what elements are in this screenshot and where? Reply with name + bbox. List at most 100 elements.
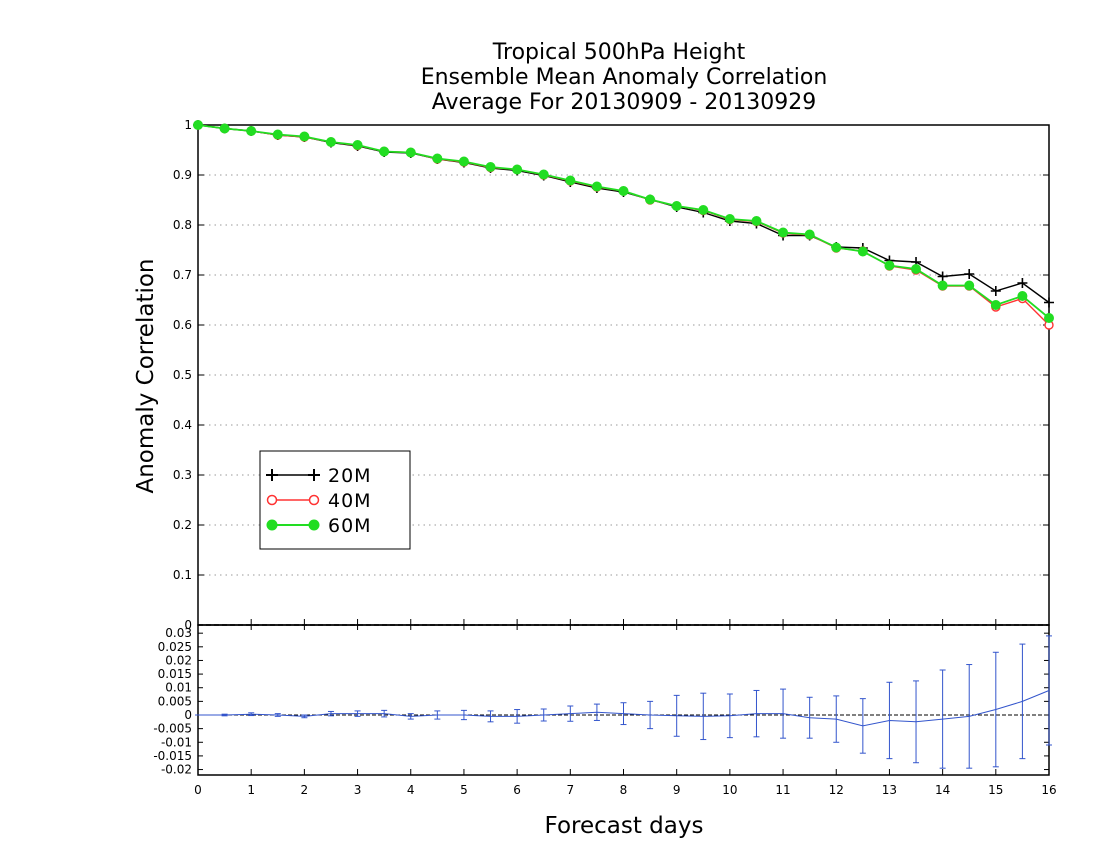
y-tick-label: -0.005 [153, 722, 192, 736]
filled-circle-marker-icon [267, 520, 278, 531]
data-point [645, 195, 655, 205]
data-point [672, 201, 682, 211]
data-point [1017, 278, 1027, 288]
data-point [432, 154, 442, 164]
data-point [964, 281, 974, 291]
data-point [539, 170, 549, 180]
x-tick-label: 15 [988, 783, 1003, 797]
data-point [486, 162, 496, 172]
legend: 20M 40M 60M [260, 451, 410, 549]
filled-circle-marker-icon [309, 520, 320, 531]
series-line [198, 125, 1049, 318]
data-point [193, 120, 203, 130]
open-circle-marker-icon [268, 496, 277, 505]
bottom-panel-frame [198, 625, 1049, 775]
x-tick-label: 12 [829, 783, 844, 797]
y-axis-label: Anomaly Correlation [133, 258, 159, 493]
error-bar [1019, 644, 1025, 759]
data-point [565, 176, 575, 186]
x-tick-label: 1 [247, 783, 255, 797]
chart-title-line-1: Tropical 500hPa Height [492, 40, 746, 65]
y-tick-label: 0.03 [165, 626, 192, 640]
x-tick-label: 9 [673, 783, 681, 797]
chart-figure: Tropical 500hPa Height Ensemble Mean Ano… [0, 0, 1100, 850]
y-tick-label: 0.02 [165, 653, 192, 667]
legend-label-20m: 20M [328, 465, 372, 487]
data-point [778, 228, 788, 238]
data-point [353, 140, 363, 150]
data-point [1044, 313, 1054, 323]
data-point [938, 272, 948, 282]
data-point [379, 147, 389, 157]
bottom-panel-series [195, 636, 1052, 768]
chart-title-line-3: Average For 20130909 - 20130929 [432, 90, 817, 115]
data-point [964, 269, 974, 279]
chart-title: Tropical 500hPa Height Ensemble Mean Ano… [421, 40, 828, 115]
data-point [991, 300, 1001, 310]
x-tick-label: 5 [460, 783, 468, 797]
data-point [326, 137, 336, 147]
series-line [198, 125, 1049, 303]
data-point [299, 132, 309, 142]
x-tick-label: 11 [775, 783, 790, 797]
bottom-y-axis-ticks: 0.030.0250.020.0150.010.0050-0.005-0.01-… [153, 626, 1049, 776]
series-60m [193, 120, 1054, 323]
x-tick-label: 10 [722, 783, 737, 797]
data-point [751, 216, 761, 226]
data-point [1017, 291, 1027, 301]
y-tick-label: 0.005 [158, 694, 192, 708]
y-tick-label: 0.01 [165, 681, 192, 695]
x-axis-ticks: 0 1 2 3 4 5 6 7 8 9 10 11 12 13 14 15 16 [194, 619, 1056, 797]
data-point [592, 182, 602, 192]
x-tick-label: 3 [354, 783, 362, 797]
x-tick-label: 13 [882, 783, 897, 797]
data-point [725, 214, 735, 224]
y-tick-label: 0.4 [173, 418, 192, 432]
y-tick-label: -0.02 [161, 763, 192, 777]
legend-label-40m: 40M [328, 490, 372, 512]
y-tick-label: 0.025 [158, 640, 192, 654]
y-tick-label: -0.015 [153, 749, 192, 763]
data-point [884, 261, 894, 271]
data-point [246, 126, 256, 136]
y-tick-label: 0.7 [173, 268, 192, 282]
y-tick-label: 0.2 [173, 518, 192, 532]
x-axis-label: Forecast days [545, 813, 704, 839]
series-20m [193, 120, 1054, 308]
y-tick-label: 0.9 [173, 168, 192, 182]
chart-title-line-2: Ensemble Mean Anomaly Correlation [421, 65, 828, 90]
x-tick-label: 4 [407, 783, 415, 797]
data-point [991, 286, 1001, 296]
data-point [911, 264, 921, 274]
open-circle-marker-icon [310, 496, 319, 505]
y-tick-label: -0.01 [161, 735, 192, 749]
x-tick-label: 8 [620, 783, 628, 797]
y-tick-label: 0.3 [173, 468, 192, 482]
y-tick-label: 0.8 [173, 218, 192, 232]
data-point [831, 243, 841, 253]
x-tick-label: 14 [935, 783, 950, 797]
x-tick-label: 0 [194, 783, 202, 797]
data-point [512, 165, 522, 175]
top-panel-grid [198, 125, 1049, 625]
data-point [619, 186, 629, 196]
data-point [273, 130, 283, 140]
x-tick-label: 7 [566, 783, 574, 797]
x-tick-label: 6 [513, 783, 521, 797]
y-tick-label: 0 [184, 708, 192, 722]
x-tick-label: 16 [1041, 783, 1056, 797]
y-tick-label: 0.1 [173, 568, 192, 582]
data-point [805, 230, 815, 240]
data-point [220, 124, 230, 134]
data-point [858, 247, 868, 257]
legend-label-60m: 60M [328, 515, 372, 537]
data-point [459, 157, 469, 167]
x-tick-label: 2 [301, 783, 309, 797]
data-point [406, 148, 416, 158]
y-tick-label: 0.5 [173, 368, 192, 382]
data-point [698, 205, 708, 215]
data-point [938, 281, 948, 291]
data-point [1044, 298, 1054, 308]
y-tick-label: 0.6 [173, 318, 192, 332]
y-tick-label: 1 [184, 118, 192, 132]
